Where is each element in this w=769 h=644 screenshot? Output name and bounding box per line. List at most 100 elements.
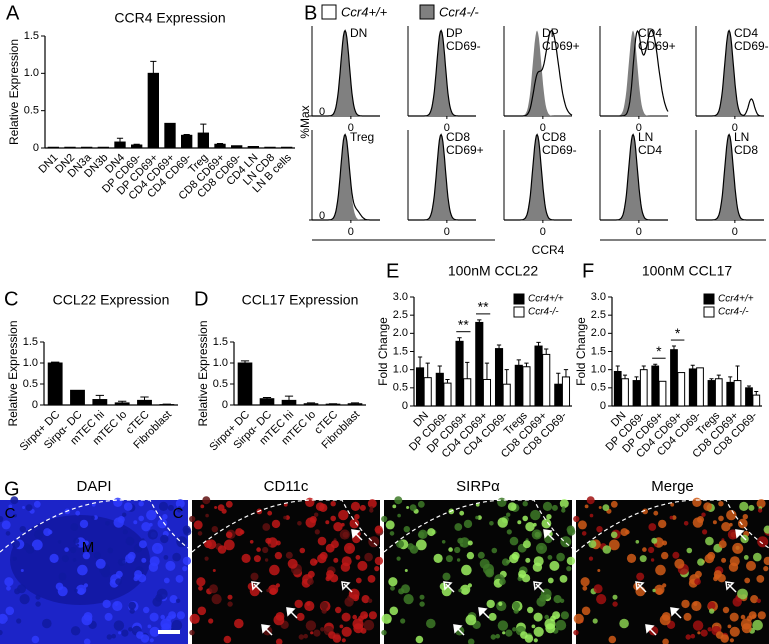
y-tick-label: 0 xyxy=(402,400,408,412)
image-texture xyxy=(163,577,170,584)
image-texture xyxy=(204,556,209,561)
image-texture xyxy=(661,551,669,560)
arrow xyxy=(635,581,647,593)
image-texture xyxy=(123,502,133,511)
image-texture xyxy=(752,619,763,631)
image-texture xyxy=(700,629,708,637)
image-texture xyxy=(314,512,319,517)
image-texture xyxy=(296,612,305,621)
bar xyxy=(137,399,152,406)
x-axis-label: CCR4 xyxy=(532,243,565,257)
image-texture xyxy=(648,546,655,554)
image-texture xyxy=(648,523,657,531)
image-texture xyxy=(419,601,425,607)
image-texture xyxy=(602,545,612,554)
image-texture xyxy=(31,539,43,551)
image-texture xyxy=(6,585,11,591)
image-texture xyxy=(385,520,395,530)
error-bar xyxy=(457,337,462,342)
error-bar xyxy=(615,365,620,372)
image-texture xyxy=(739,501,749,511)
image-texture xyxy=(692,517,704,528)
image-texture xyxy=(76,543,80,547)
bar xyxy=(688,368,697,407)
image-texture xyxy=(176,611,185,620)
image-texture xyxy=(338,509,349,521)
image-texture xyxy=(102,599,111,609)
image-texture xyxy=(364,552,373,562)
image-texture xyxy=(737,518,748,529)
image-texture xyxy=(169,595,178,604)
image-texture xyxy=(314,529,320,535)
image-texture xyxy=(525,557,531,563)
image-texture xyxy=(477,515,482,520)
image-texture xyxy=(722,606,730,614)
image-texture xyxy=(619,618,629,629)
image-texture xyxy=(417,500,425,508)
error-bar xyxy=(477,319,482,323)
bar xyxy=(92,399,108,406)
arrow xyxy=(543,529,555,541)
error-bar xyxy=(504,369,509,385)
image-texture xyxy=(737,588,748,600)
image-texture xyxy=(235,528,244,537)
image-texture xyxy=(559,575,568,583)
image-texture xyxy=(320,601,328,610)
y-tick-label: 0.5 xyxy=(213,378,228,390)
image-texture xyxy=(560,611,570,620)
image-texture xyxy=(106,634,113,640)
image-texture xyxy=(349,518,360,529)
image-texture xyxy=(512,627,517,632)
y-tick-label: 1.0 xyxy=(213,357,228,369)
image-texture xyxy=(588,540,597,549)
image-texture xyxy=(705,536,714,546)
image-texture xyxy=(517,520,522,525)
bar xyxy=(475,321,484,407)
image-texture xyxy=(532,562,543,572)
image-texture xyxy=(104,612,113,621)
image-texture xyxy=(498,601,503,607)
image-texture xyxy=(299,547,306,554)
image-texture xyxy=(547,555,553,560)
image-texture xyxy=(507,502,517,511)
image-texture xyxy=(556,552,565,562)
subplot-label: CD69+ xyxy=(638,39,676,53)
image-texture xyxy=(685,634,691,640)
bar xyxy=(534,345,543,407)
bar xyxy=(670,349,678,407)
image-texture xyxy=(612,601,618,607)
image-texture xyxy=(544,614,549,620)
image-texture xyxy=(639,555,647,563)
image-texture xyxy=(0,613,8,624)
image-texture xyxy=(0,515,4,523)
error-bar xyxy=(484,362,490,380)
subplot-label: CD69+ xyxy=(446,143,484,157)
image-texture xyxy=(454,523,463,531)
image-texture xyxy=(262,546,269,554)
image-texture xyxy=(341,626,352,637)
image-texture xyxy=(182,556,192,566)
image-texture xyxy=(721,522,731,532)
cortex-boundary xyxy=(191,499,381,553)
histogram-knockout xyxy=(312,30,380,116)
image-texture xyxy=(355,577,362,584)
image-texture xyxy=(740,614,746,620)
image-texture xyxy=(573,613,584,624)
image-texture xyxy=(4,577,14,587)
bar xyxy=(455,340,464,407)
histogram-wildtype xyxy=(600,133,668,221)
bar xyxy=(303,403,319,406)
image-texture xyxy=(70,626,81,636)
image-texture xyxy=(467,540,473,546)
image-texture xyxy=(275,638,283,644)
arrow xyxy=(533,581,545,593)
image-texture xyxy=(214,506,218,509)
image-texture xyxy=(19,526,26,533)
legend-swatch xyxy=(419,4,435,20)
chart-title: CCR4 Expression xyxy=(114,10,225,26)
image-texture xyxy=(763,556,769,566)
image-texture xyxy=(162,514,168,520)
image-texture xyxy=(171,619,183,631)
image-texture xyxy=(328,631,336,639)
image-texture xyxy=(16,618,22,624)
